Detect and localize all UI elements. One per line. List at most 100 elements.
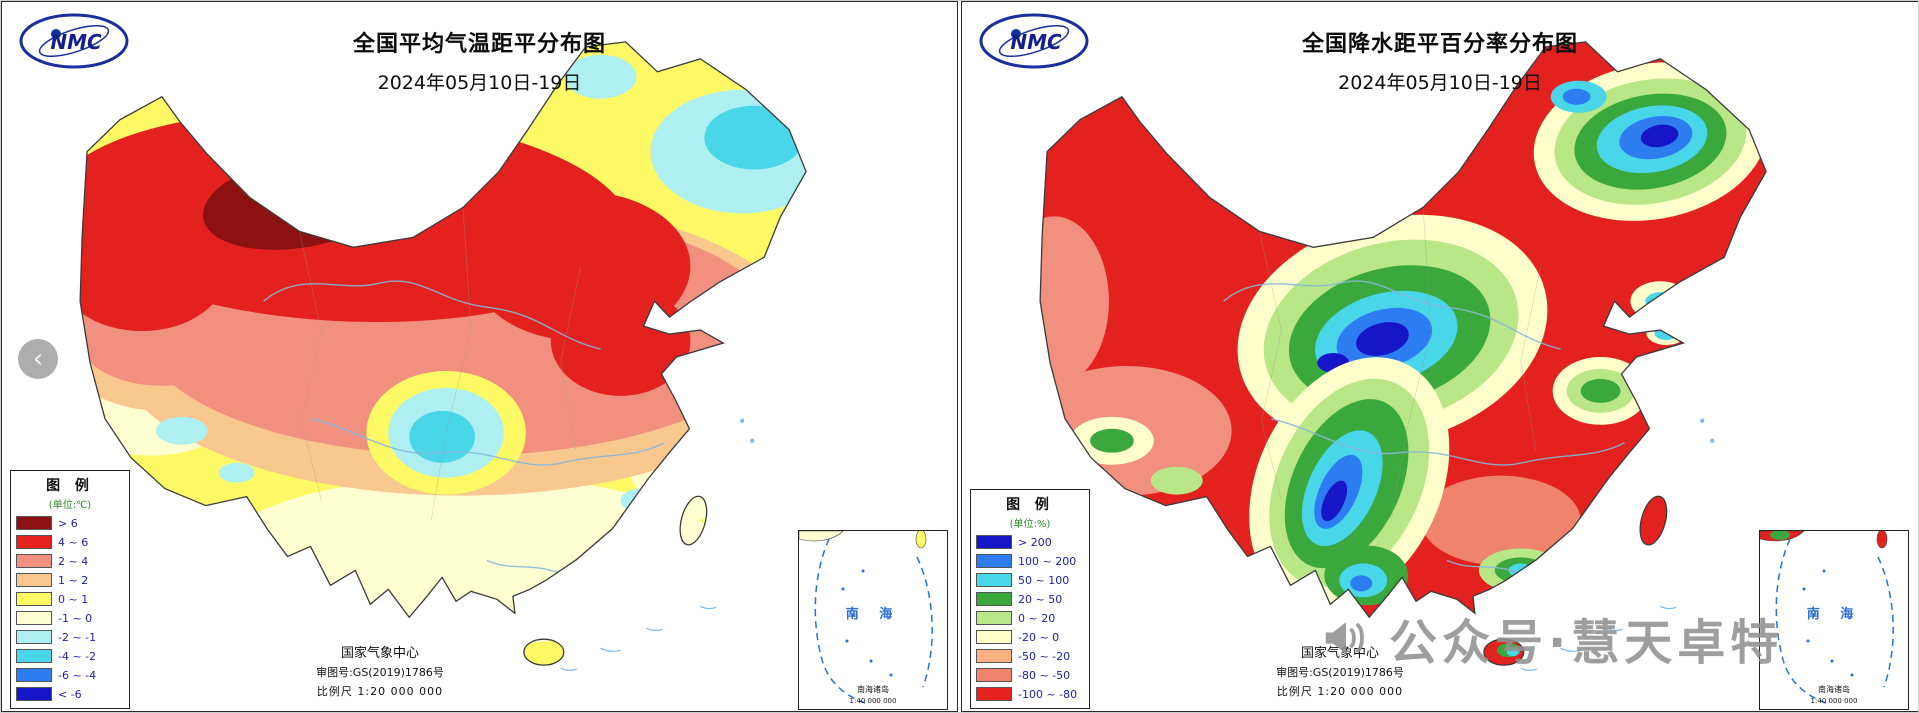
map-date: 2024年05月10日-19日	[1338, 72, 1542, 94]
legend-label: -80 ~ -50	[1018, 668, 1071, 682]
legend-title: 图 例	[46, 478, 94, 494]
legend-swatch	[16, 554, 52, 568]
legend-item: -50 ~ -20	[976, 649, 1084, 663]
legend-label: 0 ~ 20	[1018, 611, 1056, 625]
legend-swatch	[16, 630, 52, 644]
legend-label: > 200	[1018, 535, 1052, 549]
carousel-prev-button[interactable]: ‹	[18, 339, 58, 379]
province-borders	[1259, 207, 1542, 521]
legend-item: -4 ~ -2	[16, 649, 124, 663]
inset-islands	[1802, 569, 1854, 677]
legend-unit: (单位:℃)	[48, 500, 92, 511]
legend-item: 0 ~ 20	[976, 611, 1084, 625]
nmc-logo-text: NMC	[50, 30, 102, 54]
precipitation-map-panel: NMC 全国降水距平百分率分布图 2024年05月10日-19日 图 例 (单位…	[961, 1, 1918, 712]
legend-swatch	[16, 611, 52, 625]
legend-item: > 6	[16, 516, 124, 530]
legend-swatch	[976, 630, 1012, 644]
legend-label: > 6	[58, 516, 78, 530]
sea-label: 南 海	[845, 607, 901, 622]
legend-swatch	[16, 649, 52, 663]
legend-swatch	[16, 573, 52, 587]
inset-scale: 1:40 000 000	[1810, 697, 1858, 705]
legend-item: -2 ~ -1	[16, 630, 124, 644]
attribution-scale: 比例尺 1:20 000 000	[1276, 685, 1404, 698]
attribution-license: 审图号:GS(2019)1786号	[316, 666, 444, 679]
legend-label: 2 ~ 4	[58, 554, 89, 568]
attribution-scale: 比例尺 1:20 000 000	[316, 685, 444, 698]
inset-map	[799, 531, 933, 704]
sea-islands	[560, 418, 755, 671]
legend-swatch	[976, 611, 1012, 625]
legend-unit: (单位:%)	[1009, 519, 1051, 530]
legend-item: > 200	[976, 535, 1084, 549]
inset-map	[1760, 531, 1894, 704]
chevron-left-icon: ‹	[32, 344, 44, 374]
legend-item: 2 ~ 4	[16, 554, 124, 568]
legend-title: 图 例	[1006, 497, 1054, 513]
nmc-logo: NMC	[979, 13, 1089, 69]
legend-label: 100 ~ 200	[1018, 554, 1077, 568]
china-map-precipitation	[1039, 41, 1767, 671]
legend-item: 50 ~ 100	[976, 573, 1084, 587]
legend-swatch	[976, 592, 1012, 606]
inset-scale: 1:40 000 000	[849, 697, 897, 705]
legend-label: 20 ~ 50	[1018, 592, 1063, 606]
china-map-temperature	[79, 41, 807, 671]
south-china-sea-inset: 南 海 南海诸岛 1:40 000 000	[798, 530, 948, 710]
legend-label: -20 ~ 0	[1018, 630, 1060, 644]
legend-swatch	[976, 687, 1012, 701]
map-title: 全国降水距平百分率分布图	[1301, 32, 1578, 57]
legend-label: -100 ~ -80	[1018, 687, 1078, 701]
map-attribution: 国家气象中心 审图号:GS(2019)1786号 比例尺 1:20 000 00…	[1200, 642, 1480, 699]
sea-islands	[1520, 418, 1715, 671]
legend-label: -1 ~ 0	[58, 611, 93, 625]
legend-swatch	[976, 535, 1012, 549]
legend-item: 4 ~ 6	[16, 535, 124, 549]
legend-item: -20 ~ 0	[976, 630, 1084, 644]
legend-label: -2 ~ -1	[58, 630, 97, 644]
legend-swatch	[976, 668, 1012, 682]
legend-swatch	[16, 687, 52, 701]
province-borders	[299, 207, 582, 521]
temperature-map-panel: NMC 全国平均气温距平分布图 2024年05月10日-19日 图 例 (单位:…	[1, 1, 958, 712]
legend-label: 1 ~ 2	[58, 573, 89, 587]
nine-dash-line	[814, 538, 933, 704]
legend-item: 100 ~ 200	[976, 554, 1084, 568]
attribution-license: 审图号:GS(2019)1786号	[1276, 666, 1404, 679]
legend-item: < -6	[16, 687, 124, 701]
legend-swatch	[16, 592, 52, 606]
attribution-center: 国家气象中心	[1300, 646, 1379, 661]
nmc-logo: NMC	[19, 13, 129, 69]
temperature-legend: 图 例 (单位:℃) > 6 4 ~ 6 2 ~ 4 1 ~ 2 0 ~ 1 -1 ~ 0…	[10, 470, 130, 709]
legend-swatch	[16, 668, 52, 682]
legend-swatch	[16, 535, 52, 549]
legend-label: 0 ~ 1	[58, 592, 89, 606]
precipitation-legend: 图 例 (单位:%) > 200 100 ~ 200 50 ~ 100 20 ~ 50…	[970, 489, 1090, 709]
inset-islands	[841, 569, 893, 677]
legend-item: 20 ~ 50	[976, 592, 1084, 606]
legend-label: 4 ~ 6	[58, 535, 89, 549]
nine-dash-line	[1775, 538, 1894, 704]
legend-item: 1 ~ 2	[16, 573, 124, 587]
legend-label: < -6	[58, 687, 82, 701]
legend-swatch	[976, 573, 1012, 587]
legend-label: 50 ~ 100	[1018, 573, 1070, 587]
map-title: 全国平均气温距平分布图	[352, 32, 606, 57]
legend-item: -1 ~ 0	[16, 611, 124, 625]
attribution-center: 国家气象中心	[340, 646, 419, 661]
legend-items: > 200 100 ~ 200 50 ~ 100 20 ~ 50 0 ~ 20 -20 ~…	[976, 535, 1084, 701]
legend-item: 0 ~ 1	[16, 592, 124, 606]
legend-item: -100 ~ -80	[976, 687, 1084, 701]
legend-swatch	[976, 554, 1012, 568]
legend-swatch	[16, 516, 52, 530]
legend-label: -6 ~ -4	[58, 668, 97, 682]
legend-items: > 6 4 ~ 6 2 ~ 4 1 ~ 2 0 ~ 1 -1 ~ 0 -2 ~ -1 -4 ~…	[16, 516, 124, 701]
legend-swatch	[976, 649, 1012, 663]
inset-caption: 南海诸岛	[1818, 685, 1850, 694]
nmc-logo-text: NMC	[1010, 30, 1062, 54]
map-date: 2024年05月10日-19日	[377, 72, 582, 94]
legend-label: -50 ~ -20	[1018, 649, 1071, 663]
sea-label: 南 海	[1806, 607, 1862, 622]
